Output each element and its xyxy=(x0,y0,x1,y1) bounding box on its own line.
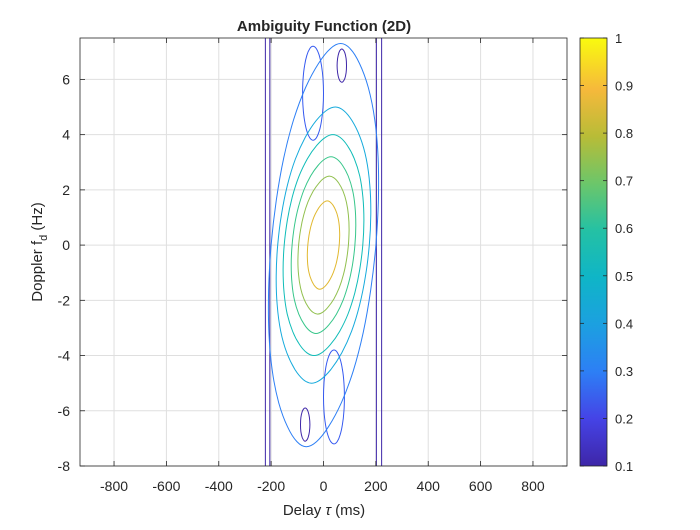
x-tick-label: 200 xyxy=(364,478,388,494)
x-axis-title-tau: τ xyxy=(325,502,332,519)
y-axis-title: Doppler fd (Hz) xyxy=(29,202,50,302)
y-tick-label: 0 xyxy=(62,237,70,253)
colorbar-tick-label: 0.5 xyxy=(615,269,633,284)
y-tick-label: -2 xyxy=(58,292,71,308)
x-tick-label: -400 xyxy=(205,478,233,494)
contour-level-0-7 xyxy=(297,175,350,315)
plot-area: -800 -600 -400 -200 0 200 400 600 800 -8 -6 -4 -2 0 2… xyxy=(58,37,568,494)
y-tick-label: 2 xyxy=(62,182,70,198)
contour-level-0-6 xyxy=(290,156,357,335)
colorbar: 0.1 0.2 0.3 0.4 0.5 0.6 0.7 0.8 0.9 1 xyxy=(579,31,633,474)
colorbar-tick-label: 0.2 xyxy=(615,411,633,426)
x-tick-label: 0 xyxy=(320,478,328,494)
x-tick-label: 400 xyxy=(417,478,441,494)
x-axis-title-pre: Delay xyxy=(283,502,326,519)
x-axis-title: Delay τ (ms) xyxy=(283,502,365,519)
y-tick-label: -8 xyxy=(58,458,71,474)
x-axis-ticks: -800 -600 -400 -200 0 200 400 600 800 xyxy=(100,38,545,494)
chart-title: Ambiguity Function (2D) xyxy=(237,18,411,35)
contour-group xyxy=(264,38,383,466)
x-tick-label: -200 xyxy=(257,478,285,494)
x-tick-label: -800 xyxy=(100,478,128,494)
y-tick-label: 4 xyxy=(62,127,70,143)
colorbar-tick-label: 0.8 xyxy=(615,126,633,141)
contour-level-0-2-inner xyxy=(336,48,348,83)
x-tick-label: -600 xyxy=(152,478,180,494)
colorbar-tick-label: 0.9 xyxy=(615,79,633,94)
x-tick-label: 600 xyxy=(469,478,493,494)
contour-level-0-2-inner xyxy=(299,407,311,442)
colorbar-tick-label: 0.4 xyxy=(615,316,633,331)
y-tick-label: 6 xyxy=(62,71,70,87)
contour-level-0-2 xyxy=(302,45,325,141)
colorbar-tick-label: 0.3 xyxy=(615,364,633,379)
y-axis-title-units: (Hz) xyxy=(29,202,46,235)
colorbar-gradient xyxy=(579,37,608,467)
y-tick-label: -6 xyxy=(58,403,71,419)
x-axis-title-post: (ms) xyxy=(331,502,365,519)
colorbar-tick-label: 0.6 xyxy=(615,221,633,236)
contour-level-0-3 xyxy=(267,42,380,448)
x-tick-label: 800 xyxy=(521,478,545,494)
y-axis-title-main: Doppler f xyxy=(29,240,46,302)
colorbar-ticks: 0.1 0.2 0.3 0.4 0.5 0.6 0.7 0.8 0.9 1 xyxy=(580,31,633,474)
contour-level-0-4 xyxy=(275,106,372,384)
contour-lines xyxy=(264,38,383,466)
y-axis-title-subscript: d xyxy=(38,235,50,241)
contour-level-0-8 xyxy=(306,200,341,290)
colorbar-tick-label: 1 xyxy=(615,31,622,46)
colorbar-tick-label: 0.7 xyxy=(615,174,633,189)
y-tick-label: -4 xyxy=(58,348,71,364)
contour-level-0-5 xyxy=(282,134,365,357)
y-axis-ticks: -8 -6 -4 -2 0 2 4 6 xyxy=(58,71,567,474)
colorbar-tick-label: 0.1 xyxy=(615,459,633,474)
